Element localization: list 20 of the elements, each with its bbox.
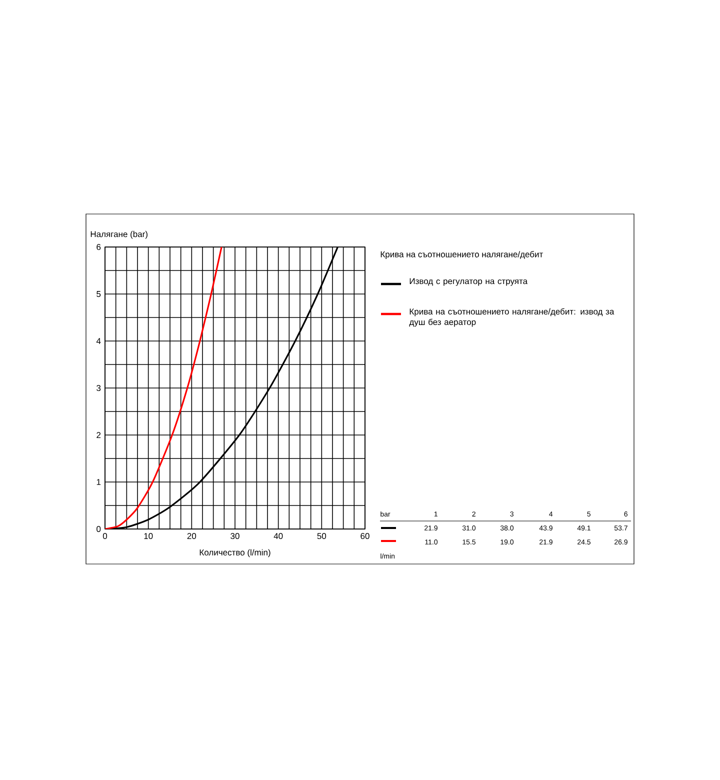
- legend-title: Крива на съотношението налягане/дебит: [380, 251, 543, 259]
- y-axis-title: Налягане (bar): [90, 230, 148, 239]
- y-tick-label: 4: [96, 338, 101, 344]
- x-tick-label: 30: [230, 533, 240, 540]
- x-tick-label: 40: [274, 533, 283, 540]
- y-tick-label: 5: [96, 291, 101, 297]
- legend-label: Извод с регулатор на струята: [410, 278, 528, 286]
- y-tick-label: 1: [96, 479, 101, 485]
- x-tick-label: 60: [360, 533, 370, 540]
- y-tick-label: 3: [96, 385, 101, 392]
- x-tick-label: 20: [187, 533, 196, 540]
- y-tick-label: 0: [96, 526, 101, 532]
- x-tick-label: 10: [144, 533, 153, 540]
- x-tick-label: 50: [317, 533, 326, 540]
- x-axis-title: Количество (l/min): [200, 549, 270, 558]
- line-series: [105, 247, 222, 530]
- legend-label: Крива на съотношението налягане/дебит: извод за душ без аератор: [409, 308, 614, 327]
- y-tick-label: 6: [96, 244, 101, 250]
- x-tick-label: 0: [102, 533, 108, 540]
- y-tick-label: 2: [96, 432, 101, 438]
